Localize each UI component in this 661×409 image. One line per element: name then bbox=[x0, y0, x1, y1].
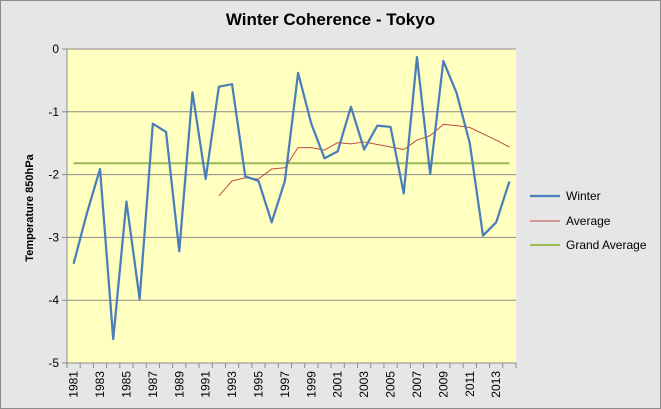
y-tick-label: -3 bbox=[48, 230, 59, 244]
series-line-winter bbox=[72, 56, 511, 341]
series-line-average bbox=[218, 123, 510, 197]
plot-area bbox=[67, 49, 516, 363]
x-tick-label: 1981 bbox=[67, 371, 81, 398]
y-tick-label: -5 bbox=[48, 356, 59, 370]
x-tick-label: 1989 bbox=[172, 371, 186, 398]
x-tick-label: 1993 bbox=[225, 371, 239, 398]
y-tick-label: -4 bbox=[48, 293, 59, 307]
x-tick-label: 1985 bbox=[119, 371, 133, 398]
legend-label: Grand Average bbox=[566, 238, 647, 252]
x-tick-label: 2005 bbox=[384, 371, 398, 398]
chart-title: Winter Coherence - Tokyo bbox=[225, 10, 436, 29]
x-tick-label: 1995 bbox=[251, 371, 265, 398]
x-tick-label: 2003 bbox=[357, 371, 371, 398]
x-tick-label: 1991 bbox=[199, 371, 213, 398]
y-axis: 0 -1 -2 -3 -4 -5 bbox=[48, 42, 68, 370]
legend: Winter Average Grand Average bbox=[530, 189, 647, 252]
y-tick-label: -2 bbox=[48, 168, 59, 182]
x-tick-label: 2013 bbox=[489, 371, 503, 398]
x-axis: 1981 1983 1985 1987 1989 1991 1993 1995 1997 1999… bbox=[66, 363, 517, 398]
y-tick-label: -1 bbox=[48, 105, 59, 119]
x-tick-label: 1987 bbox=[146, 371, 160, 398]
x-tick-label: 2001 bbox=[331, 371, 345, 398]
x-tick-label: 2011 bbox=[463, 371, 477, 397]
x-tick-label: 1997 bbox=[278, 371, 292, 398]
x-tick-label: 2009 bbox=[436, 371, 450, 398]
legend-label: Winter bbox=[566, 189, 601, 203]
x-tick-label: 2007 bbox=[410, 371, 424, 398]
x-tick-label: 1983 bbox=[93, 371, 107, 398]
x-tick-label: 1999 bbox=[304, 371, 318, 398]
legend-label: Average bbox=[566, 214, 611, 228]
series-layer bbox=[72, 56, 511, 341]
y-tick-label: 0 bbox=[52, 42, 59, 56]
